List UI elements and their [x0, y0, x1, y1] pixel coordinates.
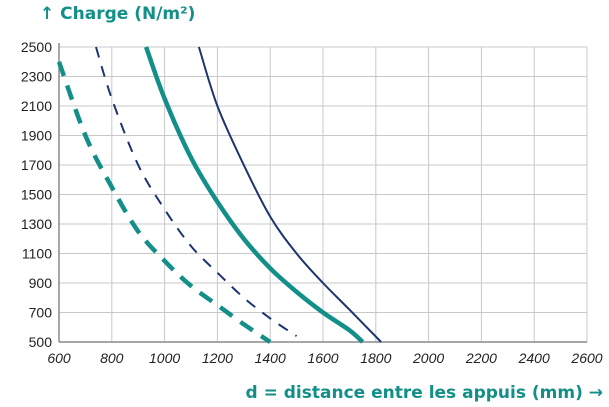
- x-tick-label: 600: [47, 350, 71, 366]
- y-tick-labels: 500 700 900 1100 1300 1500 1700 1900 2100 2300 250…: [21, 39, 52, 350]
- y-tick-label: 1700: [21, 157, 52, 173]
- x-tick-label: 1000: [149, 350, 180, 366]
- grid: [58, 46, 588, 343]
- x-axis-label: d = distance entre les appuis (mm) →: [245, 383, 603, 403]
- x-tick-label: 2400: [518, 350, 550, 366]
- x-tick-label: 800: [100, 350, 124, 366]
- y-tick-label: 2500: [21, 39, 52, 55]
- x-tick-label: 1200: [202, 350, 233, 366]
- y-tick-label: 1100: [22, 246, 52, 262]
- x-tick-label: 2200: [465, 350, 497, 366]
- series-line-2: [95, 46, 298, 337]
- y-tick-label: 1300: [21, 216, 52, 232]
- x-tick-label: 2000: [412, 350, 444, 366]
- x-tick-label: 1400: [255, 350, 286, 366]
- y-axis-label: ↑ Charge (N/m²): [40, 4, 196, 24]
- series-group: [56, 46, 382, 344]
- y-tick-label: 1900: [21, 128, 52, 144]
- x-tick-labels: 600 800 1000 1200 1400 1600 1800 2000 2200 2400 26…: [47, 350, 602, 366]
- y-tick-label: 700: [29, 305, 53, 321]
- series-line-1: [56, 61, 272, 344]
- x-tick-label: 1800: [360, 350, 391, 366]
- y-tick-label: 500: [29, 334, 53, 350]
- y-tick-label: 1500: [21, 187, 52, 203]
- x-tick-label: 2600: [570, 350, 602, 366]
- y-tick-label: 2300: [21, 69, 52, 85]
- y-tick-label: 900: [29, 275, 53, 291]
- x-tick-label: 1600: [307, 350, 338, 366]
- series-line-4: [197, 46, 382, 343]
- axes: [58, 43, 587, 343]
- y-tick-label: 2100: [21, 98, 52, 114]
- series-line-3: [143, 46, 365, 344]
